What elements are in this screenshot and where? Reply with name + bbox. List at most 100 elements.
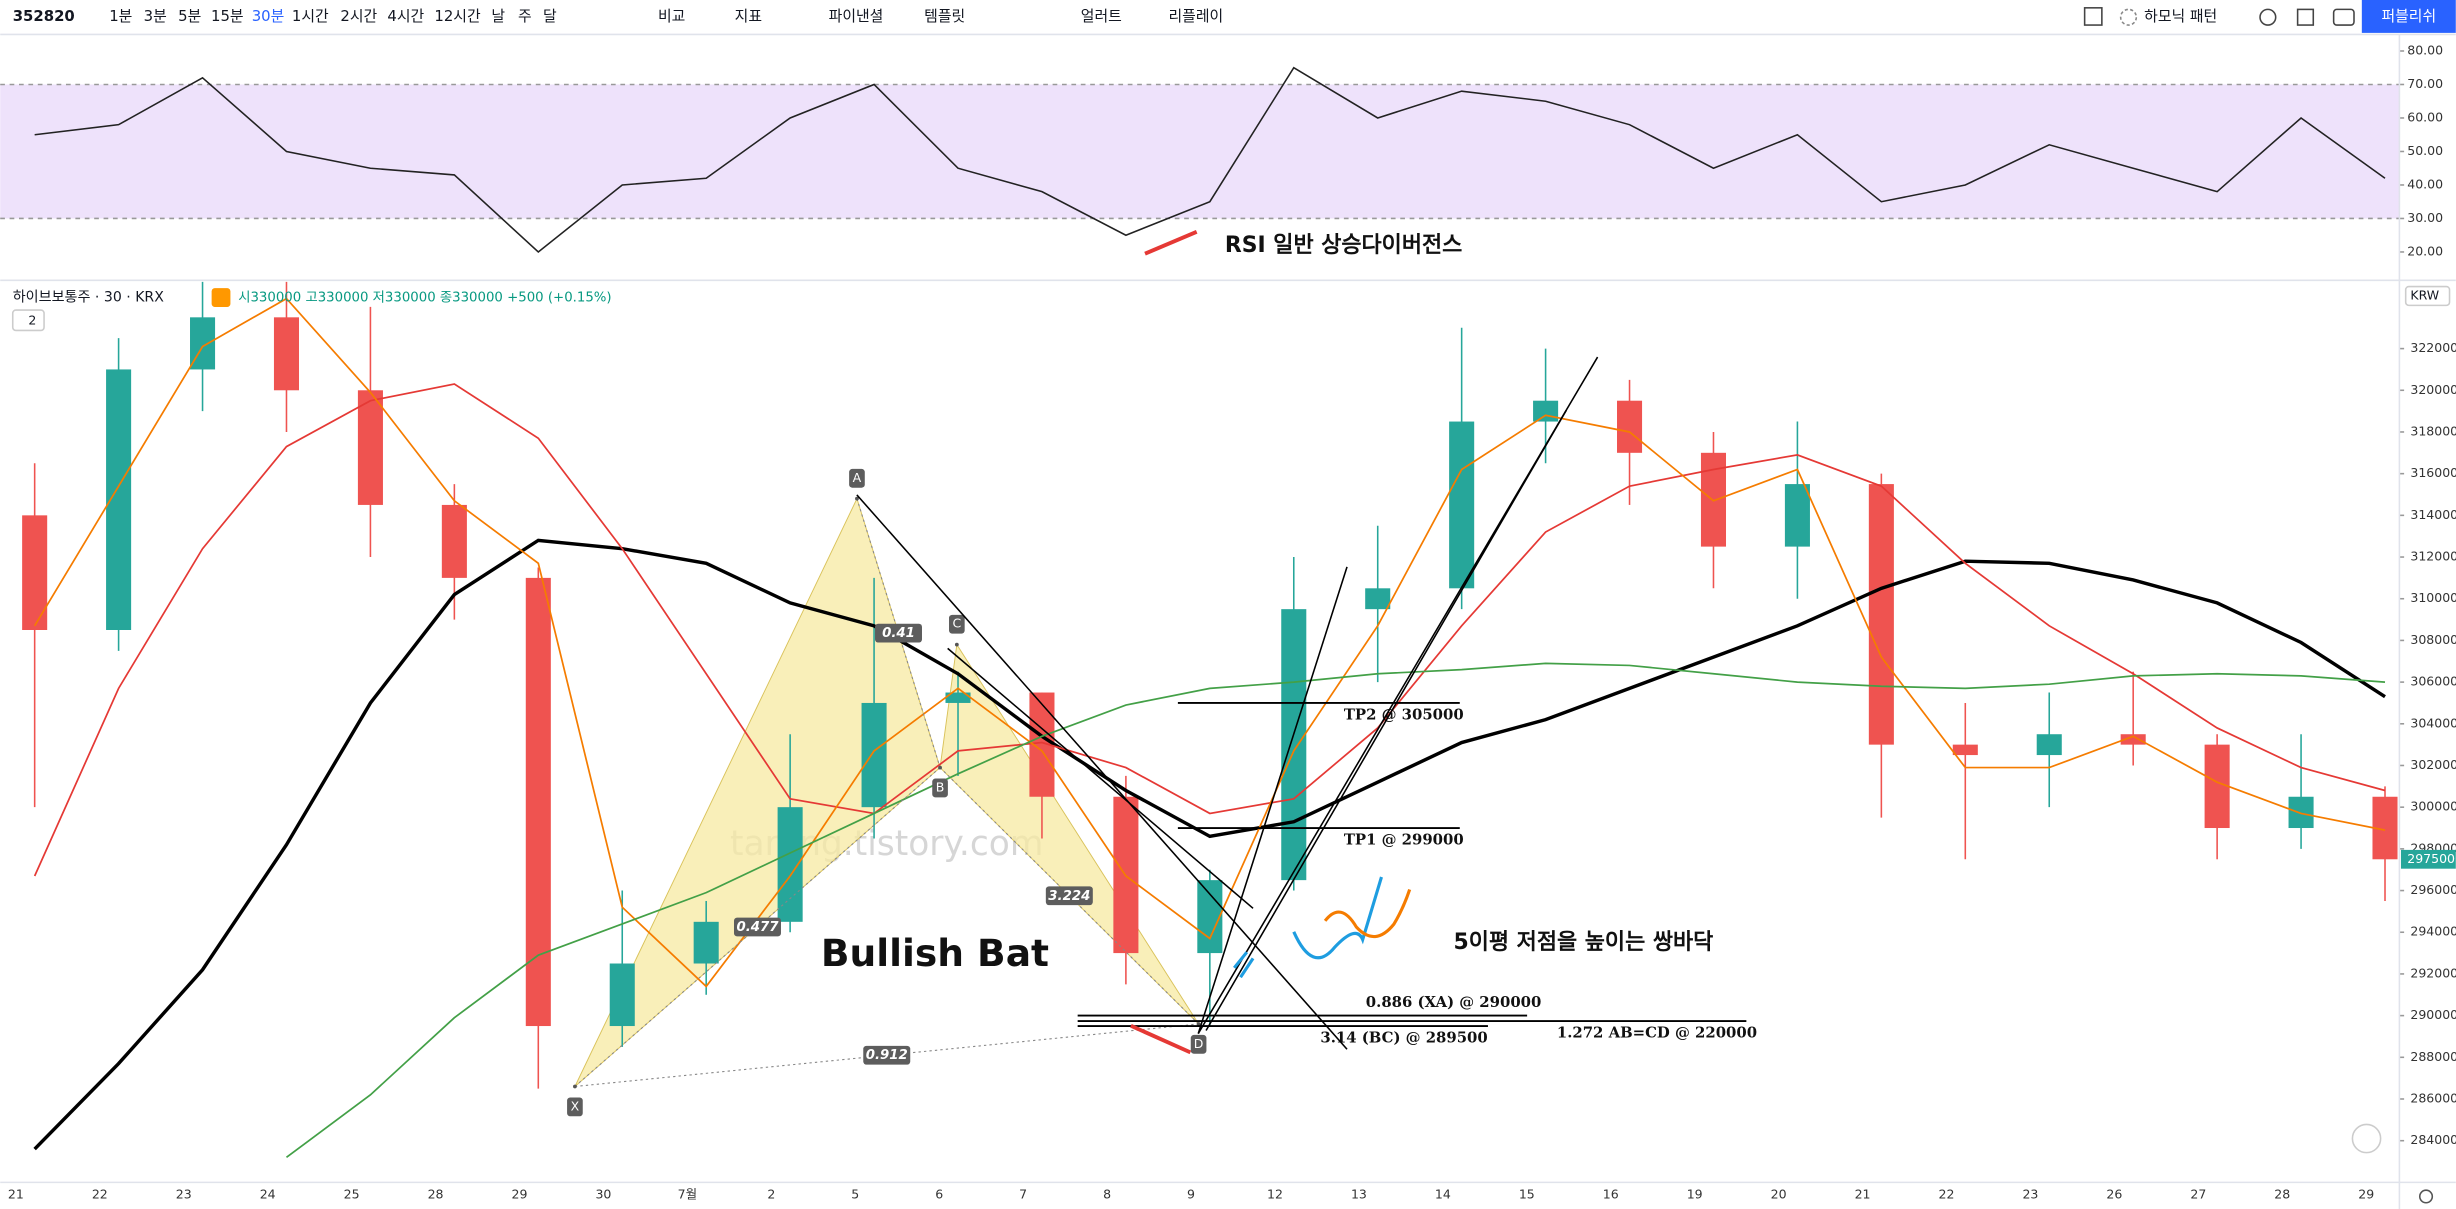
interval-button[interactable]: 2시간 <box>340 7 377 25</box>
point-box <box>567 1097 583 1117</box>
x-tick-label: 22 <box>92 1186 108 1201</box>
ratio-box <box>875 623 922 643</box>
interval-button[interactable]: 1시간 <box>292 7 329 25</box>
trend-line <box>947 647 1254 909</box>
x-tick-label: 21 <box>8 1186 24 1201</box>
interval-button[interactable]: 날 <box>491 7 505 25</box>
trend-line <box>1197 566 1348 1034</box>
x-tick-label: 12 <box>1267 1186 1283 1201</box>
candle-body <box>1952 744 1978 756</box>
interval-button[interactable]: 15분 <box>211 7 244 25</box>
legend-count[interactable]: 2 <box>28 313 36 328</box>
legend-name: 하이브보통주 · 30 · KRX <box>13 290 164 306</box>
sketch <box>1292 876 1383 960</box>
x-tick-label: 24 <box>260 1186 276 1201</box>
interval-button[interactable]: 12시간 <box>434 7 481 25</box>
candle-body <box>1365 588 1391 610</box>
toolbar-button[interactable]: 파이낸셜 <box>829 7 884 25</box>
x-tick-label: 19 <box>1687 1186 1703 1201</box>
symbol[interactable]: 352820 <box>13 7 75 25</box>
pattern-point <box>855 496 859 501</box>
x-tick-label: 6 <box>935 1186 943 1201</box>
toolbar-button[interactable]: 템플릿 <box>924 7 965 25</box>
ratio-box <box>733 917 781 937</box>
toolbar-button[interactable]: 비교 <box>658 7 685 25</box>
candle-body <box>525 577 551 1027</box>
pattern-point <box>573 1084 577 1089</box>
level-label: TP2 @ 305000 <box>1344 705 1464 723</box>
settings-icon[interactable] <box>2259 8 2277 26</box>
x-tick-label: 22 <box>1939 1186 1955 1201</box>
candle-body <box>441 504 467 578</box>
point-box <box>949 614 965 634</box>
x-tick-label: 23 <box>176 1186 192 1201</box>
candle-body <box>1617 400 1643 453</box>
candle-body <box>1281 609 1307 881</box>
camera-icon[interactable] <box>2332 8 2355 26</box>
y-tick-label: 302000 <box>2410 757 2456 772</box>
harmonic-pattern[interactable]: 하모닉 패턴 <box>2144 7 2217 25</box>
moving-average <box>33 383 2386 877</box>
interval-button[interactable]: 3분 <box>144 7 167 25</box>
y-tick-label: 306000 <box>2410 674 2456 689</box>
drawings <box>856 229 2434 1204</box>
scroll-button[interactable] <box>2351 1123 2382 1154</box>
rsi-line <box>34 66 2386 253</box>
y-tick-label: 294000 <box>2410 924 2456 939</box>
divergence-line <box>1130 1023 1192 1055</box>
point-label: A <box>853 470 862 485</box>
candle-body <box>1449 421 1475 589</box>
pattern-title: Bullish Bat <box>821 931 1049 975</box>
y-tick-label: 30.00 <box>2407 210 2443 225</box>
interval-button[interactable]: 1분 <box>109 7 132 25</box>
candle-body <box>777 807 803 922</box>
checkbox-icon[interactable] <box>2083 7 2103 26</box>
interval-button[interactable]: 달 <box>543 7 557 25</box>
x-tick-label: 30 <box>595 1186 611 1201</box>
y-tick-label: 310000 <box>2410 590 2456 605</box>
x-tick-label: 2 <box>767 1186 775 1201</box>
sketch <box>1233 951 1255 979</box>
interval-button[interactable]: 30분 <box>252 7 285 25</box>
interval-button[interactable]: 주 <box>518 7 532 25</box>
ratio-label: 3.224 <box>1048 889 1090 904</box>
axis-settings[interactable] <box>2418 1189 2434 1204</box>
pattern-point <box>938 765 942 770</box>
ratio-box <box>863 1045 911 1065</box>
publish-button[interactable] <box>2361 0 2456 33</box>
y-tick-label: 286000 <box>2410 1090 2456 1105</box>
y-tick-label: 322000 <box>2410 340 2456 355</box>
x-tick-label: 29 <box>2358 1186 2374 1201</box>
y-tick-label: 60.00 <box>2407 109 2443 124</box>
currency-label[interactable]: KRW <box>2410 287 2439 302</box>
x-tick-label: 27 <box>2190 1186 2206 1201</box>
last-price-label: 297500 <box>2407 851 2455 866</box>
x-tick-label: 7월 <box>678 1186 697 1201</box>
y-tick-label: 284000 <box>2410 1132 2456 1147</box>
toolbar-button[interactable]: 얼러트 <box>1081 7 1122 25</box>
level-label: 0.886 (XA) @ 290000 <box>1366 993 1542 1011</box>
ratio-label: 0.41 <box>882 626 915 641</box>
legend-toggle[interactable] <box>11 309 45 332</box>
y-tick-label: 320000 <box>2410 382 2456 397</box>
candle-body <box>2036 734 2062 756</box>
x-tick-label: 20 <box>1771 1186 1787 1201</box>
currency-box[interactable] <box>2404 285 2451 307</box>
interval-button[interactable]: 5분 <box>178 7 201 25</box>
publish-label[interactable]: 퍼블리쉬 <box>2381 7 2436 25</box>
toolbar-button[interactable]: 리플레이 <box>1168 7 1223 25</box>
candle-body <box>2288 796 2314 829</box>
interval-button[interactable]: 4시간 <box>387 7 424 25</box>
rsi-panel: 20.00 30.00 40.00 50.00 60.00 70.00 80.00 RSI 일… <box>0 42 2443 258</box>
level-label: 3.14 (BC) @ 289500 <box>1320 1029 1487 1047</box>
divergence-line <box>1144 229 1198 256</box>
point-box <box>932 778 948 798</box>
toolbar-button[interactable]: 지표 <box>735 7 762 25</box>
candle-body <box>2204 744 2230 829</box>
candle-body <box>1533 400 1559 422</box>
y-tick-label: 304000 <box>2410 715 2456 730</box>
x-tick-label: 13 <box>1351 1186 1367 1201</box>
fullscreen-icon[interactable] <box>2296 8 2315 26</box>
candle-body <box>273 317 300 391</box>
